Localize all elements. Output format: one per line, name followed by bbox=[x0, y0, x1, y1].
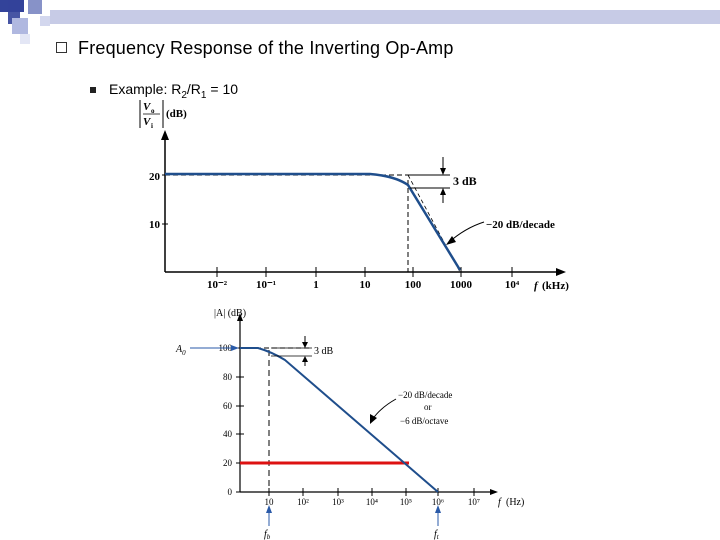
chart2-annotation-slope: −20 dB/decade bbox=[398, 390, 452, 400]
chart2-xtick-label: 10⁷ bbox=[468, 497, 480, 507]
chart2-xtick-label: 10 bbox=[265, 497, 275, 507]
example-text: Example: R2/R1 = 10 bbox=[109, 81, 239, 101]
chart2-annotation-octave: −6 dB/octave bbox=[400, 416, 448, 426]
chart1-xtick-label: 1 bbox=[313, 279, 319, 291]
chart2-annotation-3db: 3 dB bbox=[314, 346, 334, 357]
slide-title: Frequency Response of the Inverting Op-A… bbox=[78, 38, 454, 58]
chart1-xtick-label: 10⁻² bbox=[207, 279, 228, 291]
chart2-ft-label: ft bbox=[434, 529, 440, 540]
chart1-ytick: 20 bbox=[149, 171, 161, 183]
chart1-curve bbox=[165, 172, 462, 271]
chart2-curve bbox=[240, 347, 439, 493]
chart2-x-arrow-icon bbox=[490, 489, 498, 495]
chart1-annotation-3db: 3 dB bbox=[453, 174, 477, 188]
chart1-ytick: 10 bbox=[149, 219, 161, 231]
chart2-ylabel: |A| (dB) bbox=[214, 308, 246, 319]
example-bullet-icon bbox=[90, 87, 96, 93]
chart2-xlabel: f bbox=[498, 497, 502, 508]
chart2-ytick-label: 40 bbox=[223, 429, 233, 439]
chart2-ytick-label: 20 bbox=[223, 458, 233, 468]
chart1-xtick-label: 10 bbox=[360, 279, 372, 291]
chart1-xlabel-unit: (kHz) bbox=[542, 280, 569, 292]
chart2-xtick-label: 10⁵ bbox=[400, 497, 412, 507]
chart2-xtick-label: 10³ bbox=[332, 497, 344, 507]
chart2-ytick-label: 0 bbox=[228, 487, 233, 497]
svg-text:i: i bbox=[151, 122, 153, 130]
chart2-annotation-or: or bbox=[424, 402, 432, 412]
chart2-ft-arrow-icon bbox=[435, 505, 441, 513]
chart1-xtick-label: 10⁻¹ bbox=[256, 279, 276, 291]
chart2-a0-arrow-icon bbox=[231, 345, 239, 351]
chart2-xtick-label: 10² bbox=[297, 497, 309, 507]
chart2-fb-label: fb bbox=[264, 529, 271, 540]
chart1-xlabel: f bbox=[534, 280, 539, 292]
svg-text:V: V bbox=[143, 116, 152, 128]
chart1-xtick-label: 10⁴ bbox=[505, 279, 520, 291]
chart2-ytick-label: 80 bbox=[223, 372, 233, 382]
corner-decoration bbox=[0, 0, 720, 44]
chart1-xtick-label: 1000 bbox=[450, 279, 473, 291]
chart1-x-arrow-icon bbox=[556, 268, 566, 276]
svg-text:o: o bbox=[151, 107, 155, 115]
chart1-annotation-slope: −20 dB/decade bbox=[486, 219, 555, 231]
chart2-xlabel-unit: (Hz) bbox=[506, 497, 524, 508]
chart1-ylabel: V o V i (dB) bbox=[139, 100, 187, 130]
chart2-xtick-label: 10⁴ bbox=[366, 497, 378, 507]
chart1-y-arrow-icon bbox=[161, 130, 169, 140]
chart1-xtick-label: 100 bbox=[405, 279, 422, 291]
chart2-a0-label: A0 bbox=[175, 344, 186, 357]
svg-text:V: V bbox=[143, 101, 152, 113]
chart2-xtick-label: 10⁶ bbox=[432, 497, 444, 507]
chart2-ytick-label: 60 bbox=[223, 401, 233, 411]
title-bullet-icon bbox=[56, 42, 67, 53]
svg-text:(dB): (dB) bbox=[166, 108, 187, 120]
chart2-fb-arrow-icon bbox=[266, 505, 272, 513]
chart2-y-arrow-icon bbox=[237, 313, 243, 321]
